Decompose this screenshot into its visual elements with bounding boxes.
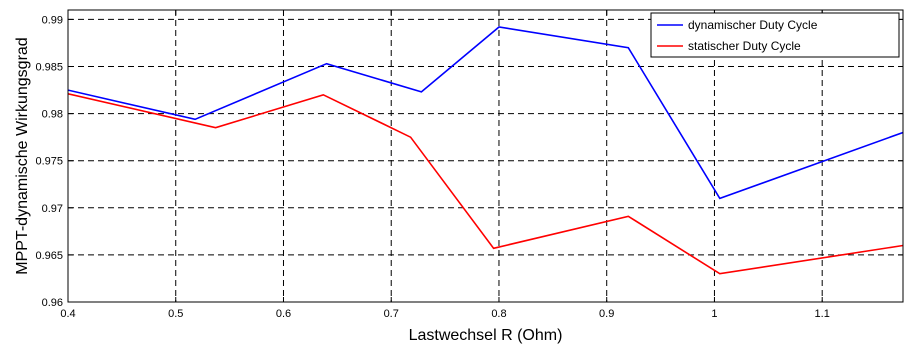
plot-frame [67, 9, 904, 303]
legend-label: statischer Duty Cycle [688, 39, 801, 53]
legend: dynamischer Duty Cycle statischer Duty Cy… [650, 12, 900, 58]
series-layer [68, 26, 903, 275]
x-tick-label: 0.5 [168, 308, 183, 320]
legend-box [650, 12, 900, 58]
y-tick-label: 0.99 [42, 14, 63, 26]
y-axis-label: MPPT-dynamische Wirkungsgrad [14, 37, 31, 274]
x-tick-label: 1 [711, 308, 717, 320]
x-axis-ticks: 0.4 0.5 0.6 0.7 0.8 0.9 1 1.1 [60, 10, 830, 320]
series-line-1 [68, 26, 903, 200]
series-line-2 [68, 93, 903, 275]
x-tick-label: 0.8 [491, 308, 506, 320]
x-tick-label: 1.1 [815, 308, 830, 320]
y-tick-label: 0.965 [35, 250, 63, 262]
x-tick-label: 0.6 [276, 308, 291, 320]
y-axis-ticks: 0.96 0.965 0.97 0.975 0.98 0.985 0.99 [35, 14, 903, 309]
x-tick-label: 0.4 [60, 308, 75, 320]
x-tick-label: 0.7 [384, 308, 399, 320]
y-tick-label: 0.98 [42, 109, 63, 121]
y-tick-label: 0.97 [42, 203, 63, 215]
x-tick-label: 0.9 [599, 308, 614, 320]
y-tick-label: 0.975 [35, 156, 63, 168]
y-tick-label: 0.96 [42, 297, 63, 309]
legend-label: dynamischer Duty Cycle [688, 18, 818, 32]
x-axis-label: Lastwechsel R (Ohm) [409, 327, 563, 344]
y-tick-label: 0.985 [35, 62, 63, 74]
